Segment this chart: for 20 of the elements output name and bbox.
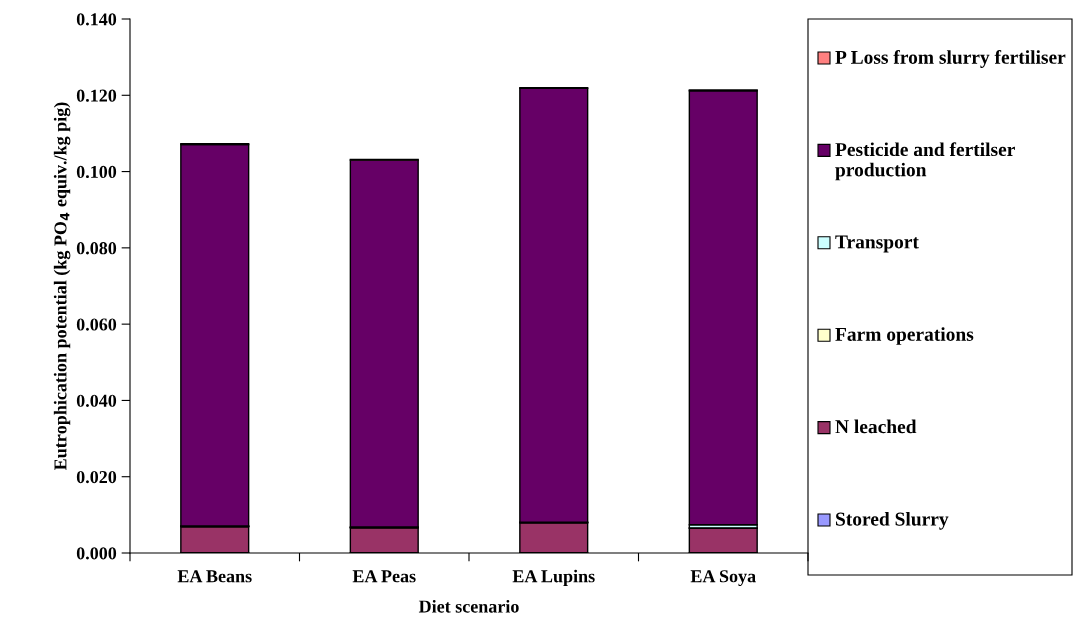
- legend-label: Pesticide and fertilser production: [835, 142, 1015, 181]
- x-tick-label: EA Peas: [352, 570, 416, 583]
- y-tick-label: 0.060: [76, 318, 117, 331]
- y-tick-label: 0.100: [76, 165, 117, 179]
- y-tick-label: 0.120: [76, 89, 117, 102]
- legend-label: P Loss from slurry fertiliser: [835, 50, 1066, 68]
- legend-label: Stored Slurry: [836, 512, 949, 530]
- legend-label: Transport: [835, 235, 919, 253]
- y-tick-label: 0.020: [76, 470, 117, 484]
- y-tick-label: 0.080: [76, 242, 117, 255]
- legend-label: Farm operations: [835, 327, 974, 345]
- x-axis-title: Diet scenario: [418, 599, 519, 613]
- y-tick-label: 0.040: [76, 394, 117, 407]
- legend-label: N leached: [835, 419, 917, 434]
- y-tick-label: 0.140: [76, 13, 117, 26]
- y-axis-title: Eutrophication potential (kg PO$_{4}$ equiv./kg pig): [53, 102, 71, 471]
- x-tick-label: EA Beans: [177, 570, 252, 583]
- x-tick-label: EA Soya: [690, 570, 756, 587]
- x-tick-label: EA Lupins: [512, 569, 595, 587]
- y-tick-label: 0.000: [76, 547, 117, 560]
